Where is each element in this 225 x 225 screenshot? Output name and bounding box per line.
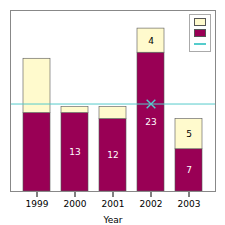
svg-text:2001: 2001 bbox=[102, 199, 125, 209]
svg-text:7: 7 bbox=[186, 165, 192, 175]
svg-text:12: 12 bbox=[107, 150, 118, 160]
svg-text:13: 13 bbox=[69, 147, 80, 157]
svg-text:2003: 2003 bbox=[178, 199, 201, 209]
svg-text:2000: 2000 bbox=[64, 199, 87, 209]
svg-text:5: 5 bbox=[186, 129, 192, 139]
svg-text:4: 4 bbox=[148, 36, 154, 46]
svg-text:23: 23 bbox=[145, 117, 156, 127]
svg-text:2002: 2002 bbox=[140, 199, 163, 209]
svg-text:Year: Year bbox=[102, 215, 122, 225]
svg-text:1999: 1999 bbox=[26, 199, 49, 209]
